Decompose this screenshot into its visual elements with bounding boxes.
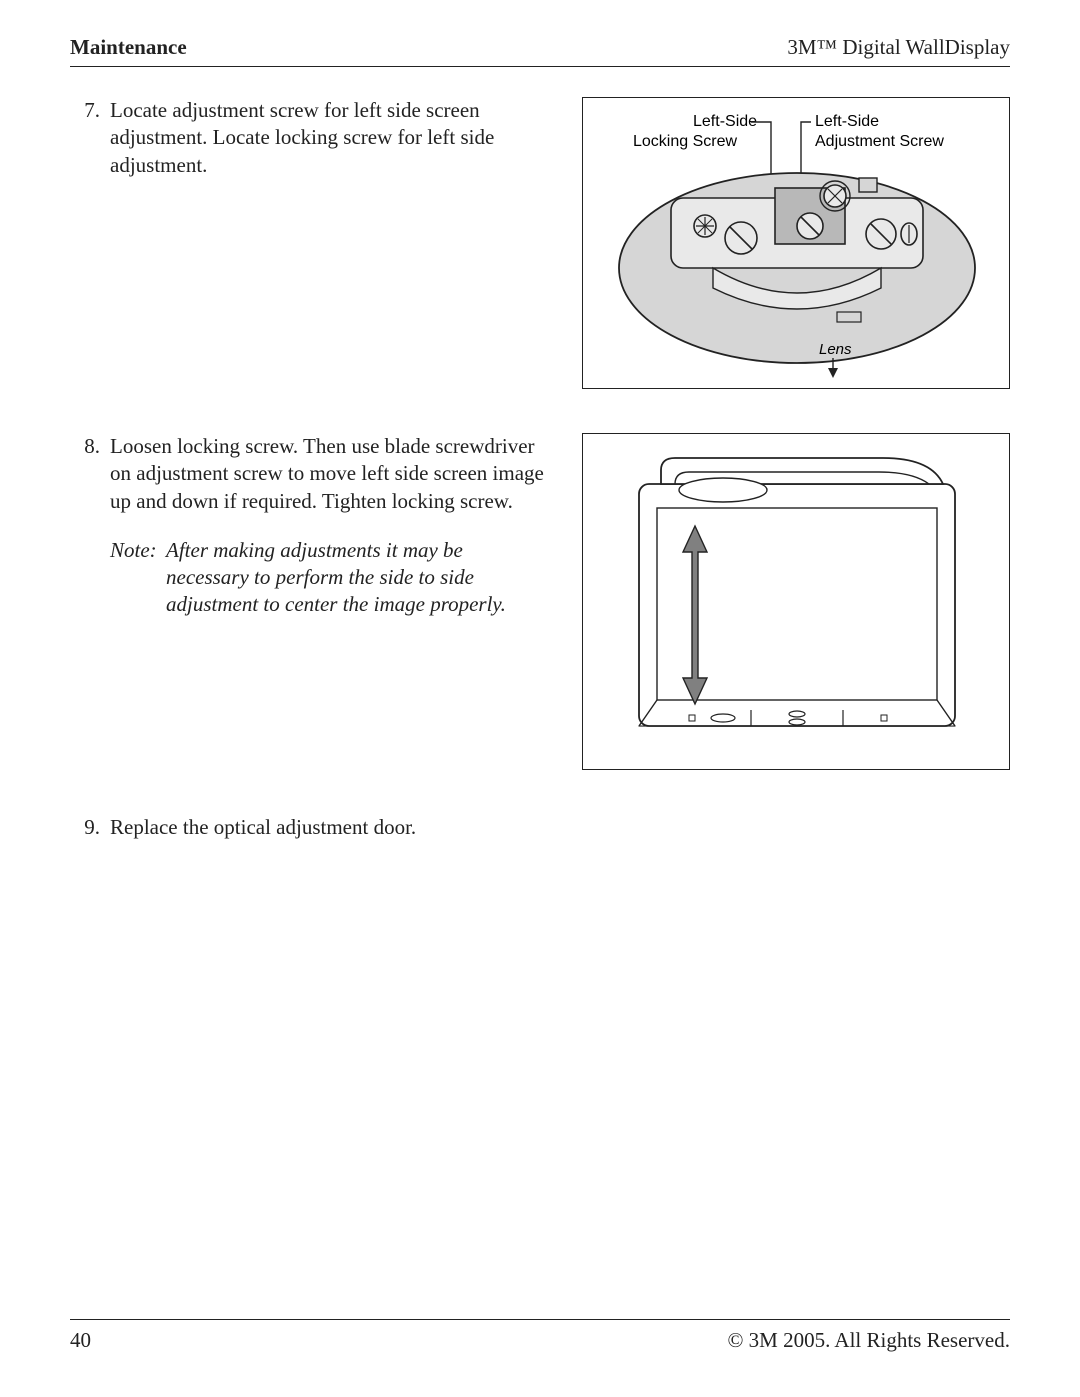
page-footer: 40 © 3M 2005. All Rights Reserved. [70,1319,1010,1353]
fig1-label-right-line1: Left-Side [815,113,879,130]
vertical-arrow-icon [683,526,707,704]
step-7-number: 7. [70,97,110,179]
step-8: 8. Loosen locking screw. Then use blade … [70,433,550,515]
step-9: 9. Replace the optical adjustment door. [70,814,998,841]
fig1-label-right-line2: Adjustment Screw [815,133,944,150]
header-product-name: 3M™ Digital WallDisplay [787,35,1010,60]
lens-caption: Lens [819,341,852,358]
figure-lens-assembly: Left-Side Locking Screw Left-Side Adjust… [582,97,1010,389]
display-outline [639,484,955,726]
step-8-number: 8. [70,433,110,515]
note-body: After making adjustments it may be neces… [166,537,550,619]
step-7-text: Locate adjustment screw for left side sc… [110,97,550,179]
step-7-row: 7. Locate adjustment screw for left side… [70,97,1010,389]
step-9-text: Replace the optical adjustment door. [110,814,998,841]
copyright: © 3M 2005. All Rights Reserved. [727,1328,1010,1353]
fig1-label-left-line1: Left-Side [693,113,757,130]
figure-display-adjustment [582,433,1010,770]
page-number: 40 [70,1328,91,1353]
step-7: 7. Locate adjustment screw for left side… [70,97,550,179]
header-section-title: Maintenance [70,35,187,60]
step-9-row: 9. Replace the optical adjustment door. [70,814,1010,841]
step-8-row: 8. Loosen locking screw. Then use blade … [70,433,1010,770]
note-lead: Note: [110,537,166,619]
step-8-note: Note: After making adjustments it may be… [70,537,550,619]
lens-arrow-icon [828,368,838,378]
step-9-number: 9. [70,814,110,841]
fig1-label-left-line2: Locking Screw [633,133,737,150]
step-8-text: Loosen locking screw. Then use blade scr… [110,433,550,515]
page-header: Maintenance 3M™ Digital WallDisplay [70,35,1010,67]
